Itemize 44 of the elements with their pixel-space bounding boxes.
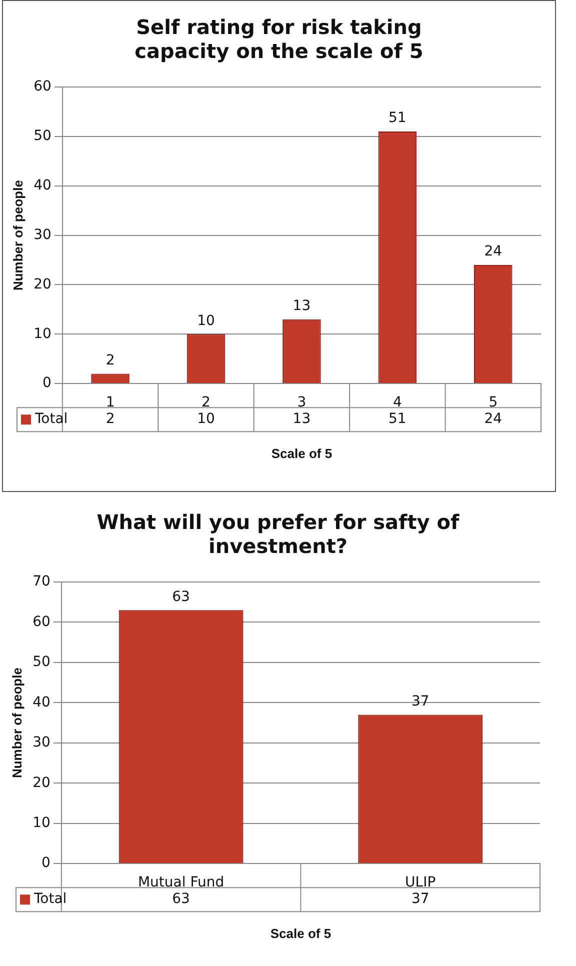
x-axis-title: Scale of 5 [271,446,332,461]
y-tick-label: 40 [34,178,52,194]
y-tick-label: 0 [42,375,52,392]
legend-label: Total [33,891,67,908]
y-tick-label: 30 [34,226,52,243]
x-tick-label: 3 [297,394,306,411]
y-tick-label: 60 [34,78,52,95]
annotation: 24 [484,244,502,260]
y-tick-label: 20 [32,774,50,791]
y-tick-label: 50 [34,128,52,144]
y-tick-label: 60 [32,614,50,630]
data-label: 10 [197,411,215,428]
y-tick-label: 0 [41,855,50,872]
x-tick-label: 1 [106,394,115,411]
x-tick-label: ULIP [405,874,436,891]
y-axis-title: Number of people [9,668,24,778]
y-tick-label: 70 [32,574,50,590]
x-tick-label: 2 [202,394,210,411]
annotation: 63 [172,588,190,605]
data-label: 24 [484,411,502,428]
y-tick-label: 40 [32,694,50,710]
annotation: 10 [197,312,215,329]
annotation: 51 [388,110,406,126]
data-label: 2 [106,411,115,428]
data-label: 13 [292,411,311,428]
y-tick-label: 10 [32,815,50,832]
x-axis-title: Scale of 5 [270,926,332,941]
y-tick-label: 50 [32,654,50,670]
y-tick-label: 30 [32,734,50,751]
y-tick-label: 20 [34,276,52,292]
data-label: 37 [411,891,430,908]
y-tick-label: 10 [34,326,52,342]
x-tick-label: 4 [392,394,402,411]
x-tick-label: 5 [488,394,498,411]
data-label: 51 [388,411,406,428]
legend-label: Total [34,411,68,428]
annotation: 37 [411,693,430,710]
y-axis-title: Number of people [10,180,26,291]
chart-title: What will you prefer for safty of investment? [96,510,460,558]
annotation: 2 [106,352,115,368]
data-label: 63 [172,891,190,908]
x-tick-label: Mutual Fund [138,874,224,891]
annotation: 13 [292,298,311,314]
chart-title: Self rating for risk taking capacity on the scale of 5 [134,15,424,63]
